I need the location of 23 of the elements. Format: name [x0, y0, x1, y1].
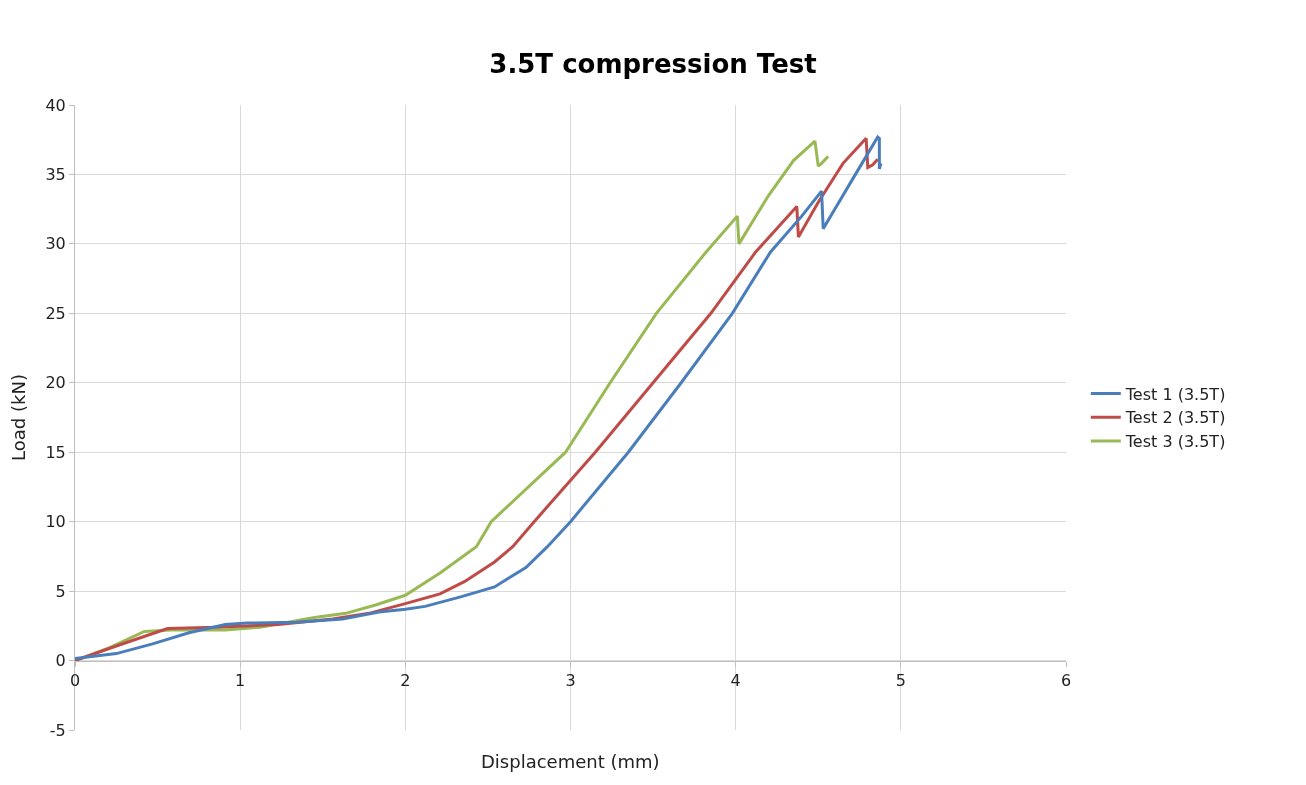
x-tick-label: 2 — [400, 670, 411, 690]
y-tick-label: -5 — [49, 720, 66, 740]
x-tick-label: 4 — [730, 670, 741, 690]
y-tick-label: 20 — [45, 373, 66, 393]
x-axis-title: Displacement (mm) — [481, 751, 660, 772]
x-tick-label: 3 — [565, 670, 576, 690]
x-tick-label: 0 — [69, 670, 81, 690]
legend-label: Test 1 (3.5T) — [1124, 384, 1226, 404]
y-tick-label: 35 — [45, 165, 66, 185]
chart-title: 3.5T compression Test — [489, 49, 817, 80]
y-tick-label: 30 — [45, 234, 66, 254]
x-tick-label: 5 — [895, 670, 906, 690]
y-tick-label: 25 — [45, 303, 66, 323]
x-tick-label: 1 — [235, 670, 246, 690]
y-axis-title: Load (kN) — [7, 374, 29, 461]
legend-label: Test 2 (3.5T) — [1124, 408, 1226, 428]
y-tick-label: 10 — [45, 512, 66, 532]
y-tick-label: 40 — [45, 95, 66, 115]
legend-label: Test 3 (3.5T) — [1124, 432, 1226, 452]
y-tick-label: 5 — [55, 581, 66, 601]
y-tick-label: 0 — [55, 651, 66, 671]
x-tick-label: 6 — [1060, 670, 1072, 690]
y-tick-label: 15 — [45, 442, 66, 462]
